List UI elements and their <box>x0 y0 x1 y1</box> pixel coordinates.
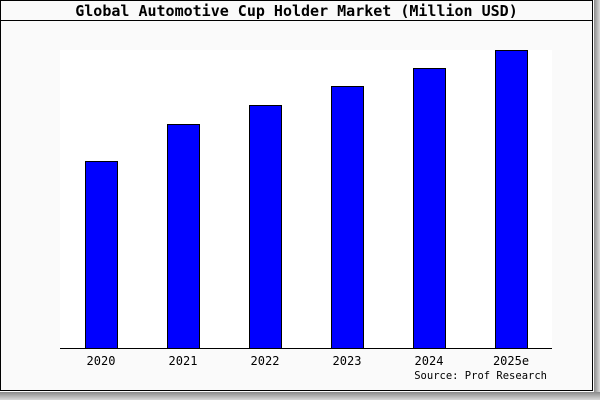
x-tick-label-2025e: 2025e <box>492 354 530 368</box>
bar-slot-2024 <box>388 50 470 348</box>
source-note: Source: Prof Research <box>414 370 547 382</box>
bar-slot-2022 <box>224 50 306 348</box>
bar-2020 <box>84 161 118 348</box>
x-tick-label-2024: 2024 <box>414 354 444 368</box>
plot-area <box>60 50 552 349</box>
x-tick-label-2022: 2022 <box>250 354 280 368</box>
x-tick-label-2021: 2021 <box>168 354 198 368</box>
x-axis-labels: 2020 2021 2022 2023 2024 2025e <box>60 354 552 368</box>
bar-slot-2020 <box>60 50 142 348</box>
x-tick-label-2020: 2020 <box>86 354 116 368</box>
bar-2021 <box>166 124 200 348</box>
bar-slot-2023 <box>306 50 388 348</box>
bar-2022 <box>248 105 282 348</box>
title-bar: Global Automotive Cup Holder Market (Mil… <box>1 1 592 21</box>
frame-shadow-bottom <box>0 392 600 400</box>
bar-slot-2021 <box>142 50 224 348</box>
chart-title: Global Automotive Cup Holder Market (Mil… <box>75 1 518 20</box>
x-tick-label-2023: 2023 <box>332 354 362 368</box>
frame-shadow-right <box>594 0 600 392</box>
bar-slot-2025e <box>470 50 552 348</box>
bar-2024 <box>412 68 446 348</box>
chart-frame: Global Automotive Cup Holder Market (Mil… <box>0 0 593 391</box>
bar-2025e <box>494 50 528 348</box>
bar-2023 <box>330 86 364 348</box>
